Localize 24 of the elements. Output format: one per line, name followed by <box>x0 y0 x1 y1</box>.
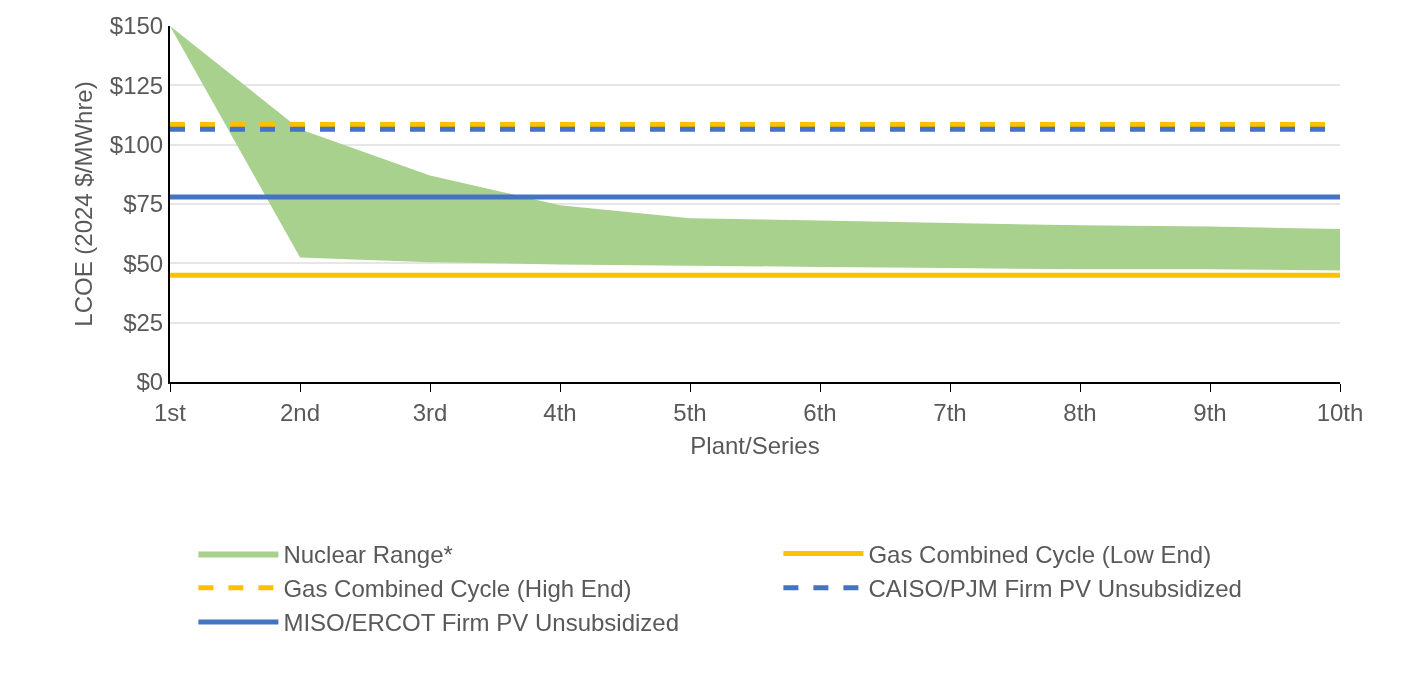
y-tick-label: $25 <box>123 309 164 337</box>
legend-label: Gas Combined Cycle (High End) <box>283 575 632 603</box>
y-axis-title: LCOE (2024 $/MWhre) <box>70 81 98 327</box>
legend-label: Nuclear Range* <box>283 540 453 568</box>
y-tick-label: $125 <box>109 71 164 99</box>
x-tick-label: 8th <box>1063 398 1097 426</box>
x-axis-title: Plant/Series <box>690 431 820 459</box>
x-tick-label: 2nd <box>279 398 321 426</box>
x-tick-label: 5th <box>673 398 707 426</box>
x-tick-label: 4th <box>543 398 577 426</box>
x-tick-label: 9th <box>1193 398 1227 426</box>
y-tick-label: $150 <box>109 12 164 40</box>
x-tick-label: 3rd <box>412 398 448 426</box>
y-tick-label: $100 <box>109 131 164 159</box>
x-tick-label: 7th <box>933 398 967 426</box>
y-tick-label: $50 <box>123 249 164 277</box>
y-tick-label: $0 <box>136 368 164 396</box>
y-tick-label: $75 <box>123 190 164 218</box>
legend-label: MISO/ERCOT Firm PV Unsubsidized <box>283 609 680 637</box>
x-tick-label: 10th <box>1316 398 1364 426</box>
legend-label: Gas Combined Cycle (Low End) <box>868 540 1212 568</box>
x-tick-label: 1st <box>153 398 187 426</box>
legend-label: CAISO/PJM Firm PV Unsubsidized <box>868 575 1242 603</box>
x-tick-label: 6th <box>803 398 837 426</box>
